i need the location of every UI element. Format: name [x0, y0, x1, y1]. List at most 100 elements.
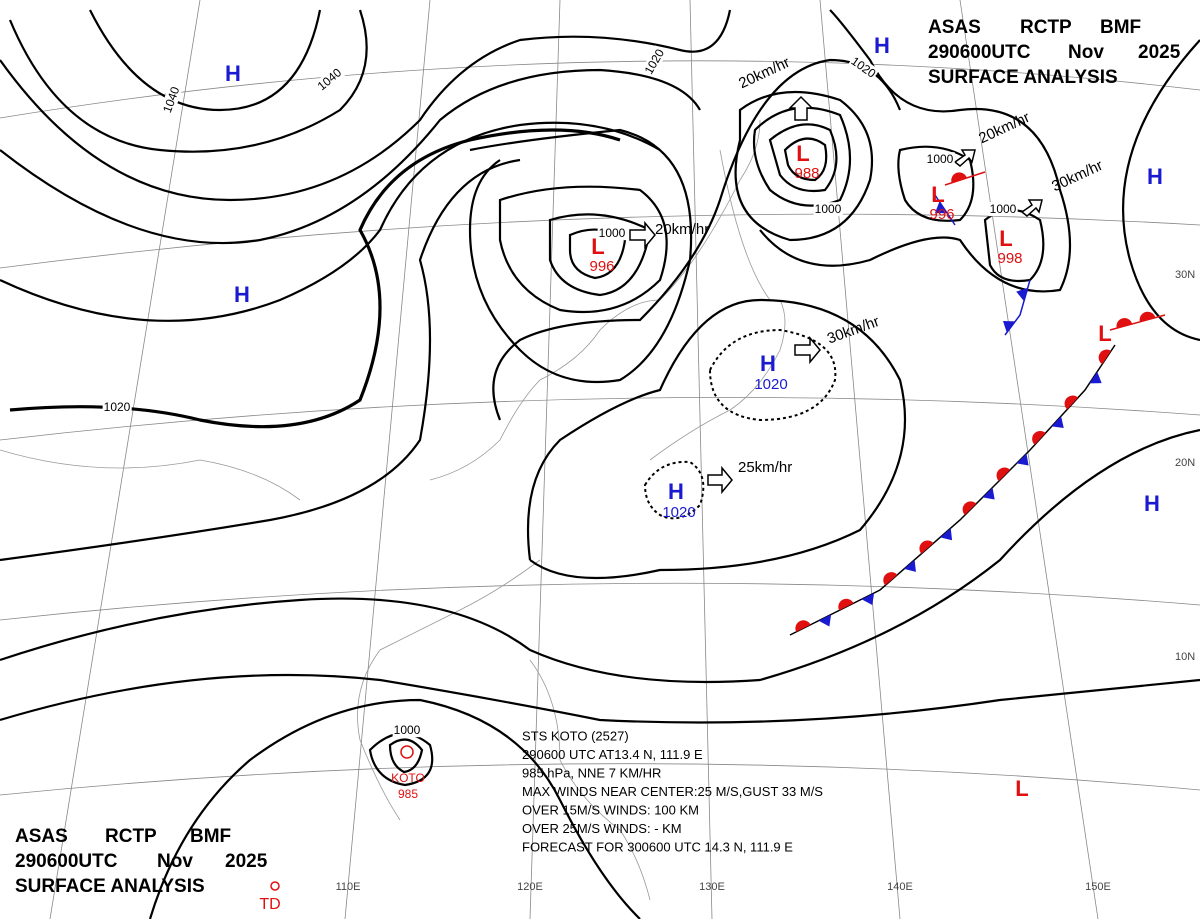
header-text: BMF	[190, 826, 231, 847]
low-center: L	[796, 141, 809, 166]
header-text: Nov	[1068, 42, 1104, 63]
isobar	[89, 9, 322, 112]
isobar-label: 1000	[815, 202, 842, 216]
label-background	[813, 202, 843, 217]
isobar	[526, 298, 907, 580]
isobar	[768, 123, 838, 193]
isobar	[0, 158, 521, 562]
cold-front-symbol	[982, 487, 995, 500]
isobar	[9, 128, 621, 429]
warm-front-symbol	[1116, 318, 1133, 329]
low-center: L	[591, 234, 604, 259]
storm-symbol	[400, 745, 414, 759]
high-center: H	[874, 33, 890, 58]
high-center: H	[234, 282, 250, 307]
isobar-label: 1000	[599, 226, 626, 240]
lat-lon-line	[0, 397, 1200, 441]
td-label: TD	[259, 896, 280, 913]
isobar-label: 1000	[990, 202, 1017, 216]
warm-front-symbol	[1098, 349, 1112, 365]
isobar	[492, 58, 902, 421]
header-text: BMF	[1100, 17, 1141, 38]
isobar-label: 1000	[927, 152, 954, 166]
header-text: Nov	[157, 851, 193, 872]
cold-front-symbol	[818, 614, 832, 627]
low-center: L	[931, 182, 944, 207]
warm-front-symbol	[962, 501, 977, 516]
isobar-label: 1000	[394, 723, 421, 737]
warm-front-symbol	[951, 172, 967, 183]
header-text: 290600UTC	[928, 42, 1031, 63]
longitude-label: 110E	[336, 881, 361, 893]
high-center: H	[668, 479, 684, 504]
isobar	[897, 145, 975, 222]
low-center: L	[1098, 321, 1111, 346]
low-pressure: 996	[929, 206, 954, 223]
isobar	[759, 9, 1072, 293]
label-background	[597, 226, 627, 241]
motion-arrow	[707, 465, 733, 495]
longitude-label: 120E	[517, 881, 543, 893]
isobar	[699, 119, 771, 301]
typhoon-info: 290600 UTC AT13.4 N, 111.9 E	[522, 747, 703, 762]
lat-lon-line	[0, 763, 1200, 796]
typhoon-pressure: 985	[398, 787, 418, 801]
lat-lon-line	[344, 0, 431, 919]
lat-lon-line	[0, 582, 1200, 621]
header-text: 2025	[1138, 42, 1181, 63]
label-background	[641, 45, 668, 78]
low-pressure: 988	[794, 165, 819, 182]
motion-label: 25km/hr	[738, 459, 792, 476]
label-background	[925, 152, 955, 167]
typhoon-info: 985 hPa, NNE 7 KM/HR	[522, 765, 661, 780]
warm-front-symbol	[996, 467, 1011, 482]
motion-arrow	[629, 220, 656, 250]
isobar	[783, 137, 828, 182]
high-center: H	[1147, 164, 1163, 189]
warm-front-symbol	[838, 598, 854, 611]
header-text: SURFACE ANALYSIS	[928, 67, 1118, 88]
motion-label: 20km/hr	[655, 221, 709, 238]
isobar	[498, 185, 668, 314]
isobar-label: 1020	[104, 400, 131, 414]
label-background	[159, 83, 183, 116]
isobar	[643, 460, 705, 520]
lat-lon-line	[689, 0, 713, 919]
longitude-label: 140E	[887, 881, 913, 893]
isobar	[529, 659, 651, 901]
isobar	[148, 698, 641, 919]
isobar	[0, 9, 732, 202]
cold-front-symbol	[1003, 321, 1016, 333]
cold-front-symbol	[1016, 287, 1028, 302]
motion-arrow	[953, 149, 976, 167]
label-background	[313, 64, 346, 94]
high-center: H	[1144, 491, 1160, 516]
isobar	[468, 128, 693, 384]
warm-front-symbol	[1032, 430, 1046, 445]
high-pressure: 1020	[754, 376, 787, 393]
header-text: RCTP	[1020, 17, 1072, 38]
cold-front-symbol	[861, 592, 875, 606]
warm-front-symbol	[883, 572, 898, 586]
longitude-label: 130E	[699, 881, 725, 893]
typhoon-info: MAX WINDS NEAR CENTER:25 M/S,GUST 33 M/S	[522, 784, 823, 799]
header-text: RCTP	[105, 826, 157, 847]
motion-arrow	[1020, 199, 1043, 217]
lat-lon-line	[819, 0, 901, 919]
front-line	[1109, 314, 1166, 331]
isobar	[0, 121, 661, 322]
high-pressure: 1020	[662, 504, 695, 521]
typhoon-info: STS KOTO (2527)	[522, 728, 629, 743]
cold-front-symbol	[904, 559, 916, 572]
isobar	[8, 9, 368, 153]
header-text: ASAS	[15, 826, 68, 847]
high-center: H	[225, 61, 241, 86]
isobar	[0, 673, 1200, 724]
header-text: ASAS	[928, 17, 981, 38]
cold-front-symbol	[1051, 416, 1064, 429]
isobar	[357, 559, 541, 821]
label-background	[988, 202, 1018, 217]
